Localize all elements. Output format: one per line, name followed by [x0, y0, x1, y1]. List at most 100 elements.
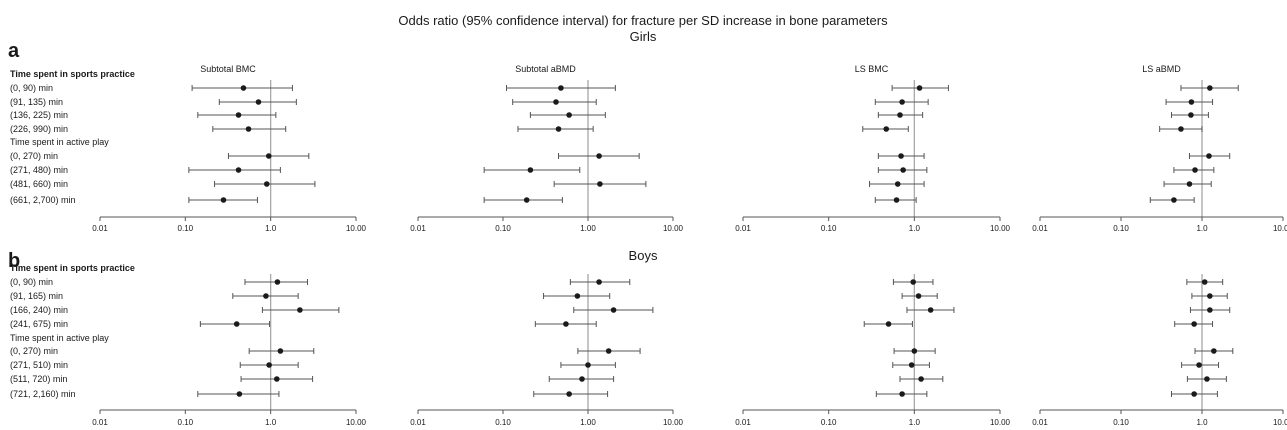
odds-ratio-point [1207, 293, 1213, 299]
odds-ratio-point [245, 126, 252, 132]
odds-ratio-point [1192, 167, 1198, 173]
odds-ratio-point [1191, 321, 1197, 327]
panel-a: a Girls Time spent in sports practice (0, 9… [8, 29, 1287, 233]
row-group-label: Time spent in active play [10, 137, 109, 147]
x-tick-label: 0.01 [735, 224, 751, 233]
odds-ratio-point [597, 181, 603, 187]
row-label: (0, 270) min [10, 346, 58, 356]
x-tick-label: 10.00 [1273, 418, 1287, 427]
odds-ratio-point [596, 279, 602, 285]
x-tick-label: 10.00 [990, 224, 1011, 233]
row-label: (481, 660) min [10, 179, 68, 189]
row-label: (0, 90) min [10, 277, 53, 287]
odds-ratio-point [233, 321, 240, 327]
x-tick-label: 0.10 [178, 418, 194, 427]
odds-ratio-point [277, 348, 284, 354]
forest-column-1: 0.01 0.10 1.0 10.00 [92, 274, 367, 427]
odds-ratio-point [908, 362, 915, 368]
column-title: LS aBMD [1142, 64, 1181, 74]
x-tick-label: 10.00 [346, 224, 367, 233]
odds-ratio-point [265, 153, 272, 159]
panel-subtitle: Boys [629, 248, 658, 263]
row-label: (271, 510) min [10, 360, 68, 370]
panel-subtitle: Girls [630, 29, 657, 44]
odds-ratio-point [523, 197, 530, 203]
forest-column-3: LS BMC 0.01 0.10 1.0 10.00 [735, 64, 1010, 233]
odds-ratio-point [266, 362, 272, 368]
x-tick-label: 0.01 [92, 224, 108, 233]
x-tick-label: 1.00 [580, 418, 596, 427]
odds-ratio-point [220, 197, 227, 203]
odds-ratio-point [255, 99, 262, 105]
x-tick-label: 10.00 [346, 418, 367, 427]
odds-ratio-point [563, 321, 569, 327]
forest-column-4: 0.01 0.10 1.0 10.00 [1032, 274, 1287, 427]
odds-ratio-point [911, 348, 918, 354]
panel-b: b Boys Time spent in sports practice (0, 90… [8, 248, 1287, 427]
row-label: (0, 270) min [10, 151, 58, 161]
odds-ratio-point [605, 348, 612, 354]
x-tick-label: 0.01 [410, 418, 426, 427]
row-label: (271, 480) min [10, 165, 68, 175]
odds-ratio-point [899, 391, 905, 397]
x-tick-label: 0.01 [1032, 224, 1048, 233]
row-heading: Time spent in sports practice [10, 69, 135, 79]
odds-ratio-point [1188, 112, 1194, 118]
odds-ratio-point [1196, 362, 1202, 368]
odds-ratio-point [885, 321, 892, 327]
x-tick-label: 0.10 [495, 224, 511, 233]
x-tick-label: 0.01 [410, 224, 426, 233]
x-tick-label: 10.00 [990, 418, 1011, 427]
odds-ratio-point [1204, 376, 1210, 382]
forest-column-3: 0.01 0.10 1.0 10.00 [735, 274, 1011, 427]
x-tick-label: 0.10 [495, 418, 511, 427]
odds-ratio-point [1207, 85, 1213, 91]
x-tick-label: 10.00 [663, 224, 684, 233]
x-tick-label: 0.01 [735, 418, 751, 427]
row-label: (91, 135) min [10, 97, 63, 107]
odds-ratio-point [927, 307, 934, 313]
x-tick-label: 0.10 [1113, 418, 1129, 427]
odds-ratio-point [585, 362, 591, 368]
odds-ratio-point [1191, 391, 1197, 397]
column-title: LS BMC [855, 64, 889, 74]
odds-ratio-point [1178, 126, 1184, 132]
x-tick-label: 0.01 [1032, 418, 1048, 427]
column-title: Subtotal aBMD [515, 64, 576, 74]
odds-ratio-point [897, 112, 903, 118]
odds-ratio-point [916, 85, 923, 91]
odds-ratio-point [235, 112, 242, 118]
x-tick-label: 1.0 [909, 418, 921, 427]
odds-ratio-point [1207, 307, 1213, 313]
forest-column-4: LS aBMD 0.01 0.10 1.0 10.00 [1032, 64, 1287, 233]
odds-ratio-point [1211, 348, 1217, 354]
row-label: (0, 90) min [10, 83, 53, 93]
panels: a Girls Time spent in sports practice (0, 9… [8, 29, 1287, 427]
odds-ratio-point [900, 167, 906, 173]
x-tick-label: 0.10 [178, 224, 194, 233]
odds-ratio-point [893, 197, 900, 203]
odds-ratio-point [579, 376, 585, 382]
odds-ratio-point [1206, 153, 1212, 159]
forest-column-1: Subtotal BMC 0.01 0.10 1.0 10.00 [92, 64, 366, 233]
odds-ratio-point [899, 99, 905, 105]
odds-ratio-point [915, 293, 922, 299]
odds-ratio-point [263, 293, 269, 299]
row-heading: Time spent in sports practice [10, 263, 135, 273]
row-label: (241, 675) min [10, 319, 68, 329]
odds-ratio-point [558, 85, 564, 91]
row-label: (226, 990) min [10, 124, 68, 134]
odds-ratio-point [553, 99, 559, 105]
odds-ratio-point [1188, 99, 1195, 105]
odds-ratio-point [566, 391, 572, 397]
odds-ratio-point [555, 126, 562, 132]
column-title: Subtotal BMC [200, 64, 256, 74]
odds-ratio-point [574, 293, 581, 299]
x-tick-label: 0.10 [1113, 224, 1129, 233]
panel-letter: b [8, 250, 20, 272]
odds-ratio-point [918, 376, 924, 382]
row-label: (661, 2,700) min [10, 195, 76, 205]
row-label: (511, 720) min [10, 374, 67, 384]
odds-ratio-point [274, 376, 280, 382]
